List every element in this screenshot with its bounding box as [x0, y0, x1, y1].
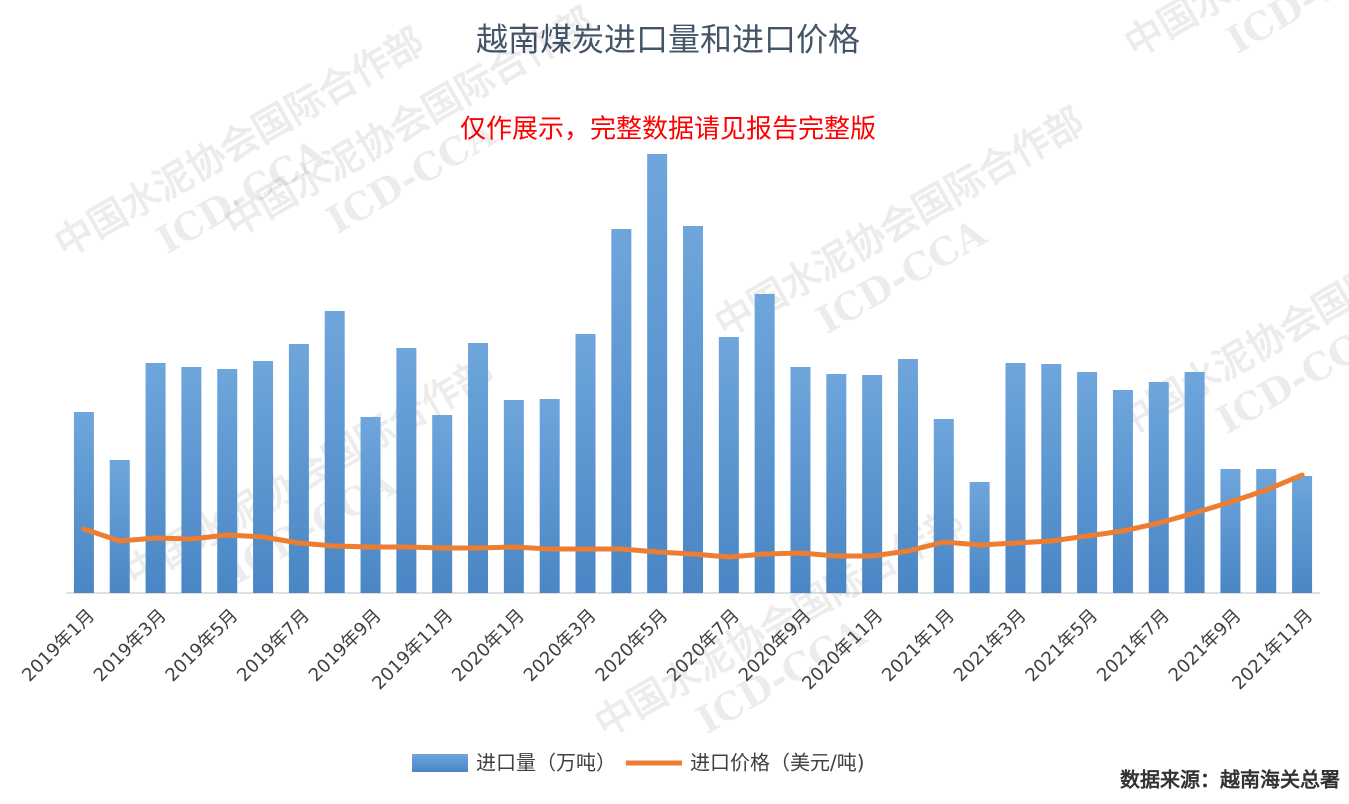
bar: [1112, 390, 1133, 593]
line: [81, 472, 1305, 560]
x-tick-label: 2021年7月: [1093, 605, 1174, 686]
bar: [647, 154, 668, 593]
bar: [73, 412, 94, 593]
bar: [253, 361, 274, 593]
bar: [1184, 372, 1205, 593]
bar: [432, 415, 453, 593]
bar: [109, 460, 130, 593]
bar: [790, 367, 811, 593]
legend-label: 进口价格（美元/吨): [690, 751, 865, 775]
bar: [826, 374, 847, 593]
x-tick-label: 2021年3月: [950, 605, 1031, 686]
bar: [575, 334, 596, 593]
bar: [539, 399, 560, 593]
x-tick-label: 2020年1月: [448, 605, 529, 686]
x-tick-label: 2021年1月: [878, 605, 959, 686]
x-tick-label: 2019年3月: [90, 605, 171, 686]
bar: [288, 344, 309, 593]
bar: [969, 482, 990, 593]
bar: [324, 311, 345, 593]
bar: [897, 359, 918, 593]
chart-title: 越南煤炭进口量和进口价格: [476, 21, 860, 59]
legend-swatch: [412, 754, 468, 772]
bar: [1005, 363, 1026, 593]
bar: [718, 337, 739, 593]
bar: [933, 419, 954, 593]
x-tick-label: 2019年5月: [162, 605, 243, 686]
bar: [683, 226, 703, 593]
bar: [503, 400, 524, 593]
legend-label: 进口量（万吨）: [476, 751, 616, 775]
x-tick-label: 2021年5月: [1021, 605, 1102, 686]
bar: [396, 348, 417, 593]
bar: [1077, 372, 1098, 593]
bar: [181, 367, 202, 593]
bar: [468, 343, 489, 593]
x-tick-label: 2019年1月: [18, 605, 99, 686]
bar: [611, 229, 632, 593]
bar: [1220, 469, 1241, 593]
annotation: 仅作展示，完整数据请见报告完整版: [460, 115, 876, 145]
bar: [862, 375, 883, 593]
bar: [1256, 469, 1277, 593]
bar: [1041, 364, 1062, 593]
source: 数据来源：越南海关总署: [1120, 768, 1340, 792]
x-tick-label: 2020年3月: [520, 605, 601, 686]
bar: [360, 417, 381, 593]
x-tick-label: 2019年7月: [233, 605, 314, 686]
bar: [1148, 382, 1169, 593]
bar: [145, 363, 166, 593]
bar: [754, 294, 775, 593]
watermark-text: ICD-CCA: [1219, 0, 1349, 63]
bar: [217, 369, 238, 593]
bar: [1292, 476, 1313, 593]
